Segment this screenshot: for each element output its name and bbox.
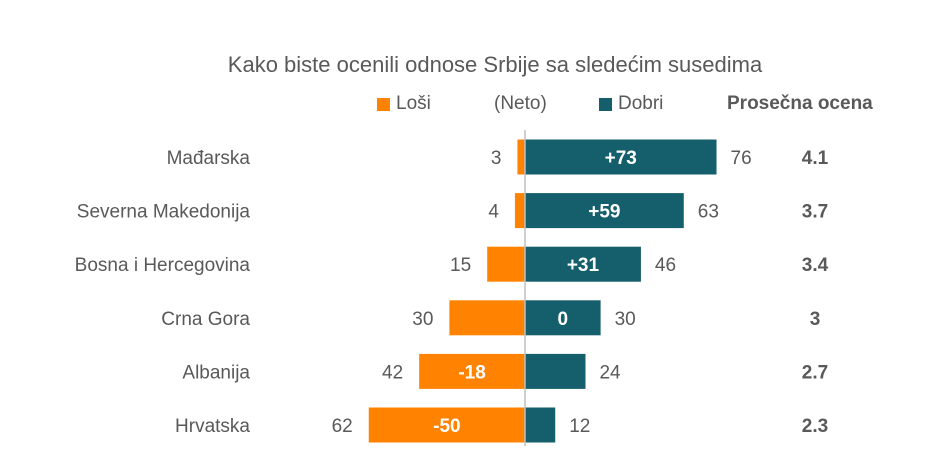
net-value-label: -18 — [458, 362, 485, 383]
average-score: 3 — [810, 309, 821, 330]
good-value-label: 12 — [569, 416, 590, 437]
net-value-label: -50 — [433, 416, 460, 437]
average-score: 3.7 — [802, 202, 828, 223]
bar-bad — [419, 353, 525, 389]
good-value-label: 30 — [615, 309, 636, 330]
bar-bad — [487, 246, 525, 282]
bad-value-label: 62 — [332, 416, 353, 437]
bad-value-label: 4 — [488, 202, 499, 223]
net-value-label: 0 — [558, 309, 569, 330]
bar-bad — [517, 139, 525, 175]
bar-bad — [514, 193, 525, 229]
bar-bad — [449, 300, 525, 336]
category-label: Crna Gora — [161, 309, 250, 330]
bad-value-label: 15 — [450, 255, 471, 276]
legend-good-label: Dobri — [618, 93, 664, 114]
good-value-label: 46 — [655, 255, 676, 276]
bar-good — [525, 353, 586, 389]
category-label: Severna Makedonija — [77, 202, 251, 223]
legend-net-label: (Neto) — [494, 93, 547, 114]
bar-good — [525, 407, 556, 443]
category-label: Bosna i Hercegovina — [75, 255, 251, 276]
legend-bad-swatch — [377, 98, 390, 111]
bar-good — [525, 139, 717, 175]
bar-bad — [368, 407, 525, 443]
good-value-label: 24 — [599, 362, 621, 383]
bar-good — [525, 193, 684, 229]
legend-bad-label: Loši — [396, 93, 431, 114]
category-label: Albanija — [182, 362, 250, 383]
category-label: Hrvatska — [175, 416, 250, 437]
bar-good — [525, 246, 641, 282]
bad-value-label: 30 — [412, 309, 433, 330]
bar-good — [525, 300, 601, 336]
net-value-label: +31 — [567, 255, 600, 276]
average-score: 3.4 — [802, 255, 829, 276]
net-value-label: +73 — [605, 148, 637, 169]
net-value-label: +59 — [588, 202, 620, 223]
average-score: 2.7 — [802, 362, 828, 383]
bad-value-label: 3 — [491, 148, 502, 169]
average-score-header: Prosečna ocena — [727, 93, 873, 114]
average-score: 2.3 — [802, 416, 828, 437]
bad-value-label: 42 — [382, 362, 403, 383]
average-score: 4.1 — [802, 148, 829, 169]
chart-title: Kako biste ocenili odnose Srbije sa sled… — [227, 52, 763, 77]
good-value-label: 76 — [731, 148, 752, 169]
category-label: Mađarska — [167, 148, 251, 169]
legend-good-swatch — [599, 98, 612, 111]
good-value-label: 63 — [698, 202, 719, 223]
